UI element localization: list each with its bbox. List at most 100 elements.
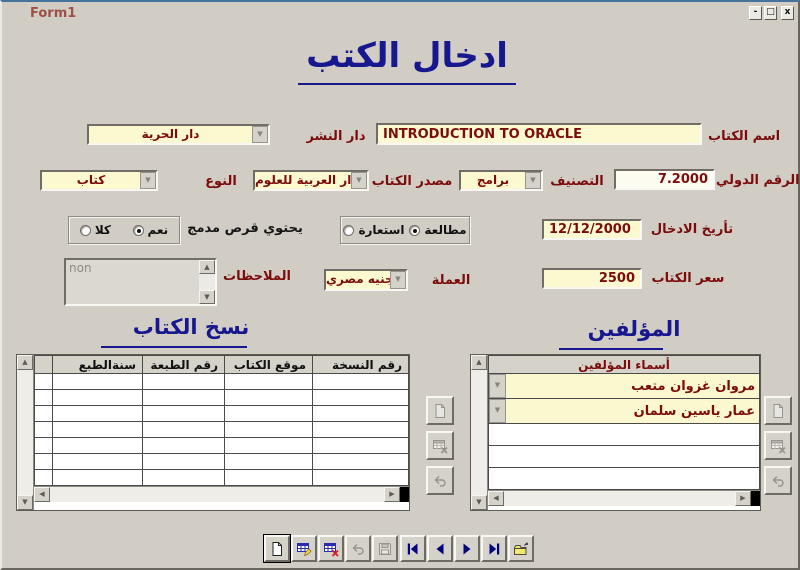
book-source-combo-value: الدار العربية للعلوم — [255, 173, 351, 187]
book-type-combo-value: كتاب — [76, 173, 106, 187]
authors-table[interactable]: أسماء المؤلفين ▼ مروان غزوان متعب ▼ عمار… — [488, 355, 760, 490]
close-button[interactable]: x — [781, 6, 794, 20]
scroll-right-icon[interactable]: ▶ — [384, 487, 400, 502]
entry-date-input[interactable]: 12/12/2000 — [542, 219, 642, 240]
chevron-down-icon[interactable]: ▼ — [489, 399, 506, 423]
copies-grid-vscrollbar[interactable]: ▲ ▼ — [17, 355, 34, 510]
delete-grid-x-icon — [323, 542, 339, 557]
scroll-up-icon[interactable]: ▲ — [199, 260, 215, 274]
author-name: مروان غزوان متعب — [631, 378, 755, 394]
first-record-button[interactable] — [400, 535, 426, 562]
scrollbar-end-block — [751, 491, 760, 506]
scroll-down-icon[interactable]: ▼ — [17, 495, 33, 510]
last-record-button[interactable] — [481, 535, 507, 562]
title-bar[interactable]: Form1 - □ x — [2, 2, 798, 24]
copies-table[interactable]: سنةالطبع رقم الطبعة موقع الكتاب رقم النس… — [34, 355, 409, 486]
copies-delete-record-button[interactable] — [426, 431, 454, 460]
copies-undo-button[interactable] — [426, 466, 454, 495]
table-row[interactable] — [488, 423, 760, 446]
chevron-down-icon[interactable]: ▼ — [140, 172, 156, 189]
chevron-down-icon[interactable]: ▼ — [525, 172, 541, 189]
next-record-icon — [463, 543, 471, 554]
table-row[interactable]: ▼ عمار ياسين سلمان — [488, 398, 760, 424]
scroll-left-icon[interactable]: ◀ — [34, 487, 50, 502]
scroll-left-icon[interactable]: ◀ — [488, 491, 504, 506]
chevron-down-icon[interactable]: ▼ — [351, 172, 367, 189]
chevron-down-icon[interactable]: ▼ — [252, 126, 268, 143]
copies-grid-hscrollbar[interactable]: ◀ ▶ — [34, 486, 409, 502]
record-selector-header — [34, 355, 53, 374]
usage-radio-group: مطالعة استعارة — [340, 216, 470, 244]
currency-combo[interactable]: جنيه مصري ▼ — [324, 269, 408, 291]
undo-button[interactable] — [345, 535, 371, 562]
notes-scrollbar[interactable]: ▲ ▼ — [199, 260, 215, 304]
undo-icon — [772, 475, 784, 487]
col-copy-number: رقم النسخة — [312, 355, 409, 374]
radio-no[interactable]: كلا — [79, 223, 111, 237]
radio-borrowing[interactable]: استعارة — [343, 223, 405, 237]
notes-input[interactable]: non ▲ ▼ — [64, 258, 217, 306]
notes-label: الملاحظات — [223, 269, 291, 284]
authors-delete-record-button[interactable] — [764, 431, 792, 460]
delete-record-icon — [770, 439, 786, 454]
copies-grid[interactable]: ▲ ▼ سنةالطبع رقم الطبعة موقع الكتاب رقم … — [16, 354, 410, 511]
intl-number-value: 7.2000 — [657, 172, 708, 187]
table-row[interactable] — [34, 389, 409, 406]
copies-new-record-button[interactable] — [426, 396, 454, 425]
save-button[interactable] — [372, 535, 398, 562]
book-name-label: اسم الكتاب — [708, 129, 781, 144]
intl-number-input[interactable]: 7.2000 — [614, 169, 715, 190]
edit-grid-pencil-icon — [296, 542, 312, 556]
classification-label: التصنيف — [550, 174, 604, 189]
table-row[interactable] — [34, 469, 409, 486]
author-name: عمار ياسين سلمان — [633, 403, 755, 419]
radio-selected-icon — [409, 224, 421, 236]
authors-grid-vscrollbar[interactable]: ▲ ▼ — [471, 355, 488, 510]
table-row[interactable] — [34, 437, 409, 454]
authors-grid[interactable]: ▲ ▼ أسماء المؤلفين ▼ مروان غزوان متعب ▼ — [470, 354, 761, 511]
table-row[interactable] — [34, 421, 409, 438]
publisher-combo[interactable]: دار الحرية ▼ — [87, 124, 270, 145]
new-button[interactable] — [263, 534, 291, 563]
radio-reading[interactable]: مطالعة — [409, 223, 467, 237]
book-type-combo[interactable]: كتاب ▼ — [40, 170, 158, 191]
authors-undo-button[interactable] — [764, 466, 792, 495]
scroll-right-icon[interactable]: ▶ — [735, 491, 751, 506]
table-row[interactable] — [34, 405, 409, 422]
scroll-up-icon[interactable]: ▲ — [471, 355, 487, 370]
book-name-input[interactable]: INTRODUCTION TO ORACLE — [376, 123, 702, 145]
authors-new-record-button[interactable] — [764, 396, 792, 425]
scroll-down-icon[interactable]: ▼ — [199, 290, 215, 304]
table-row[interactable]: ▼ مروان غزوان متعب — [488, 373, 760, 399]
scroll-up-icon[interactable]: ▲ — [17, 355, 33, 370]
maximize-button[interactable]: □ — [764, 6, 777, 20]
publisher-combo-value: دار الحرية — [141, 127, 200, 141]
table-row[interactable] — [488, 467, 760, 490]
new-page-icon — [272, 541, 282, 556]
has-cd-label: يحتوي قرص مدمج — [187, 221, 303, 236]
delete-record-icon — [432, 439, 448, 454]
table-row[interactable] — [488, 445, 760, 468]
next-record-button[interactable] — [454, 535, 480, 562]
delete-button[interactable] — [318, 535, 344, 562]
first-record-icon — [407, 543, 418, 554]
authors-grid-hscrollbar[interactable]: ◀ ▶ — [488, 490, 760, 506]
table-row[interactable] — [34, 453, 409, 470]
price-input[interactable]: 2500 — [542, 268, 642, 289]
book-source-combo[interactable]: الدار العربية للعلوم ▼ — [253, 170, 369, 191]
open-button[interactable] — [508, 535, 534, 562]
last-record-icon — [489, 543, 500, 554]
chevron-down-icon[interactable]: ▼ — [489, 374, 506, 398]
authors-section-title: المؤلفين — [587, 317, 681, 341]
classification-combo[interactable]: برامج ▼ — [459, 170, 543, 191]
scroll-down-icon[interactable]: ▼ — [471, 495, 487, 510]
chevron-down-icon[interactable]: ▼ — [390, 271, 406, 289]
table-row[interactable] — [34, 373, 409, 390]
previous-record-button[interactable] — [427, 535, 453, 562]
price-value: 2500 — [598, 271, 635, 286]
radio-yes[interactable]: نعم — [132, 223, 168, 237]
edit-button[interactable] — [291, 535, 317, 562]
col-author-names: أسماء المؤلفين — [488, 355, 760, 374]
minimize-button[interactable]: - — [749, 6, 762, 20]
